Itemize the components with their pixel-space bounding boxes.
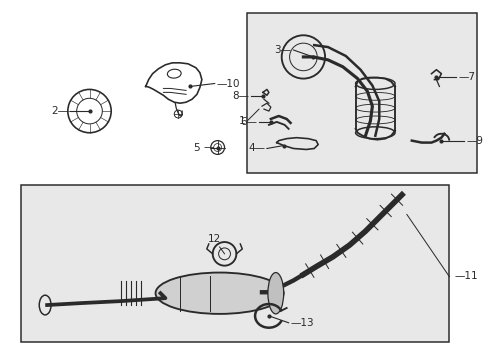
Text: 3—: 3—: [274, 45, 292, 55]
Text: —10: —10: [217, 78, 240, 89]
Text: 2—: 2—: [51, 106, 68, 116]
Ellipse shape: [268, 273, 284, 314]
Bar: [21, 185, 449, 342]
Text: —9: —9: [466, 136, 483, 145]
Text: 5: 5: [193, 143, 200, 153]
Text: —11: —11: [454, 271, 478, 282]
Text: —7: —7: [458, 72, 475, 82]
Text: —: —: [204, 143, 214, 153]
Text: —13: —13: [291, 318, 314, 328]
Text: 4—: 4—: [248, 144, 265, 153]
Text: 8—: 8—: [232, 91, 249, 101]
Text: 12: 12: [208, 234, 221, 244]
Text: 1: 1: [239, 116, 245, 126]
Text: 6—: 6—: [240, 117, 257, 127]
Ellipse shape: [155, 273, 284, 314]
Bar: [247, 13, 477, 173]
